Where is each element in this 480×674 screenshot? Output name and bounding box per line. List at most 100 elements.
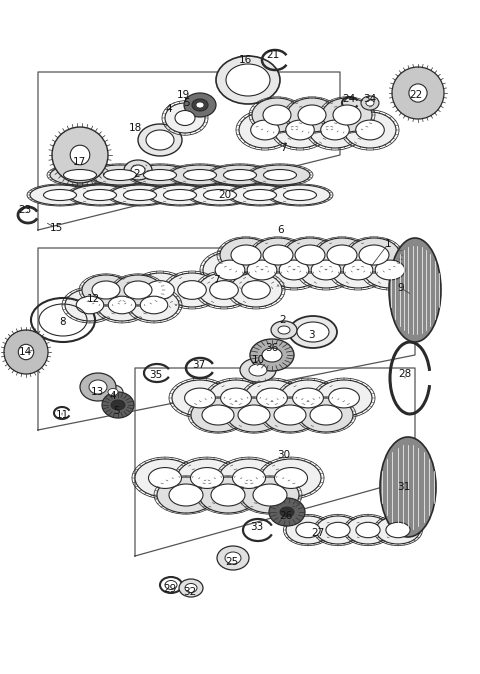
Ellipse shape bbox=[231, 245, 261, 265]
Ellipse shape bbox=[284, 189, 316, 200]
Ellipse shape bbox=[50, 165, 110, 185]
Ellipse shape bbox=[204, 189, 237, 200]
Ellipse shape bbox=[356, 120, 384, 140]
Text: 18: 18 bbox=[128, 123, 142, 133]
Text: 29: 29 bbox=[163, 584, 177, 594]
Text: 33: 33 bbox=[251, 522, 264, 532]
Ellipse shape bbox=[253, 484, 287, 506]
Text: 8: 8 bbox=[60, 317, 66, 327]
Ellipse shape bbox=[389, 238, 441, 342]
Ellipse shape bbox=[52, 127, 108, 183]
Ellipse shape bbox=[274, 112, 326, 148]
Ellipse shape bbox=[252, 238, 304, 272]
Ellipse shape bbox=[243, 189, 276, 200]
Ellipse shape bbox=[4, 330, 48, 374]
Ellipse shape bbox=[203, 252, 257, 288]
Text: 1: 1 bbox=[384, 239, 391, 249]
Ellipse shape bbox=[267, 252, 321, 288]
Ellipse shape bbox=[271, 321, 297, 339]
Ellipse shape bbox=[375, 260, 405, 280]
Ellipse shape bbox=[321, 120, 349, 140]
Ellipse shape bbox=[140, 296, 168, 314]
Ellipse shape bbox=[227, 398, 281, 432]
Ellipse shape bbox=[295, 245, 325, 265]
Ellipse shape bbox=[157, 477, 215, 513]
Ellipse shape bbox=[183, 169, 216, 181]
Ellipse shape bbox=[202, 405, 234, 425]
Text: 6: 6 bbox=[278, 225, 284, 235]
Ellipse shape bbox=[298, 105, 326, 125]
Ellipse shape bbox=[361, 96, 379, 110]
Ellipse shape bbox=[316, 516, 360, 544]
Text: 28: 28 bbox=[398, 369, 412, 379]
Text: 2: 2 bbox=[280, 315, 286, 325]
Ellipse shape bbox=[329, 388, 360, 408]
Ellipse shape bbox=[172, 380, 228, 416]
Ellipse shape bbox=[184, 93, 216, 117]
Ellipse shape bbox=[296, 522, 320, 538]
Text: 15: 15 bbox=[49, 223, 62, 233]
Ellipse shape bbox=[346, 516, 390, 544]
Text: 5: 5 bbox=[184, 98, 190, 108]
Text: 16: 16 bbox=[239, 55, 252, 65]
Ellipse shape bbox=[211, 484, 245, 506]
Ellipse shape bbox=[226, 64, 270, 96]
Ellipse shape bbox=[44, 189, 76, 200]
Text: 27: 27 bbox=[312, 528, 324, 538]
Ellipse shape bbox=[146, 280, 174, 299]
Text: 2: 2 bbox=[134, 169, 140, 179]
Ellipse shape bbox=[166, 273, 218, 307]
Ellipse shape bbox=[196, 102, 204, 108]
Ellipse shape bbox=[239, 112, 291, 148]
Ellipse shape bbox=[70, 185, 130, 205]
Text: 11: 11 bbox=[55, 410, 69, 420]
Ellipse shape bbox=[146, 130, 174, 150]
Ellipse shape bbox=[84, 189, 117, 200]
Ellipse shape bbox=[250, 339, 294, 371]
Ellipse shape bbox=[263, 398, 317, 432]
Ellipse shape bbox=[316, 238, 368, 272]
Ellipse shape bbox=[287, 98, 337, 132]
Ellipse shape bbox=[299, 252, 353, 288]
Ellipse shape bbox=[170, 165, 230, 185]
Ellipse shape bbox=[225, 552, 241, 564]
Ellipse shape bbox=[363, 252, 417, 288]
Ellipse shape bbox=[286, 120, 314, 140]
Ellipse shape bbox=[279, 260, 309, 280]
Ellipse shape bbox=[309, 112, 361, 148]
Ellipse shape bbox=[179, 579, 203, 597]
Ellipse shape bbox=[124, 281, 152, 299]
Ellipse shape bbox=[250, 165, 310, 185]
Ellipse shape bbox=[327, 245, 357, 265]
Ellipse shape bbox=[316, 380, 372, 416]
Ellipse shape bbox=[278, 326, 290, 334]
Ellipse shape bbox=[293, 388, 324, 408]
Ellipse shape bbox=[274, 405, 306, 425]
Ellipse shape bbox=[257, 388, 288, 408]
Ellipse shape bbox=[123, 189, 156, 200]
Ellipse shape bbox=[199, 477, 257, 513]
Ellipse shape bbox=[264, 169, 297, 181]
Ellipse shape bbox=[102, 392, 134, 418]
Text: 34: 34 bbox=[363, 94, 377, 104]
Ellipse shape bbox=[344, 112, 396, 148]
Ellipse shape bbox=[210, 165, 270, 185]
Ellipse shape bbox=[284, 238, 336, 272]
Ellipse shape bbox=[263, 105, 291, 125]
Ellipse shape bbox=[220, 238, 272, 272]
Ellipse shape bbox=[169, 484, 203, 506]
Ellipse shape bbox=[134, 273, 186, 307]
Ellipse shape bbox=[219, 459, 279, 497]
Ellipse shape bbox=[80, 373, 116, 401]
Ellipse shape bbox=[280, 507, 294, 517]
Ellipse shape bbox=[185, 388, 216, 408]
Ellipse shape bbox=[63, 169, 96, 181]
Ellipse shape bbox=[311, 260, 341, 280]
Text: 4: 4 bbox=[166, 104, 172, 114]
Ellipse shape bbox=[232, 468, 265, 489]
Text: 35: 35 bbox=[149, 370, 163, 380]
Ellipse shape bbox=[221, 388, 252, 408]
Ellipse shape bbox=[348, 238, 400, 272]
Ellipse shape bbox=[286, 516, 330, 544]
Ellipse shape bbox=[178, 280, 206, 299]
